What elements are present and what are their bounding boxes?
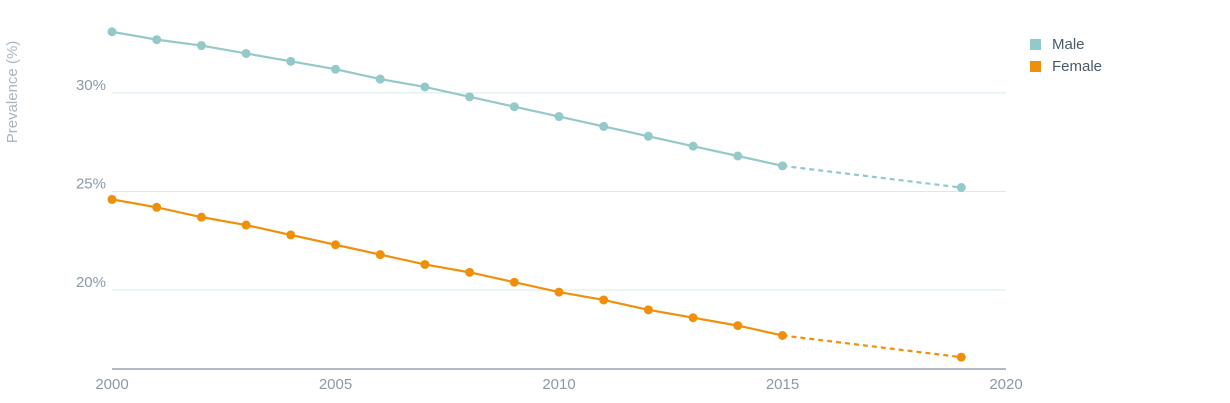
point-female[interactable]: [643, 305, 653, 315]
x-tick-label: 2015: [766, 376, 799, 393]
point-female[interactable]: [107, 194, 117, 204]
legend-label-female: Female: [1052, 57, 1103, 75]
legend-item-female[interactable]: Female: [1030, 55, 1102, 77]
point-male[interactable]: [643, 131, 653, 141]
legend-swatch-female: [1030, 60, 1041, 72]
point-female[interactable]: [286, 230, 296, 240]
legend-label-male: Male: [1052, 35, 1085, 53]
point-male[interactable]: [509, 102, 519, 112]
series-male: [107, 27, 966, 193]
point-female[interactable]: [331, 240, 340, 250]
legend-swatch-male: [1030, 38, 1041, 50]
projection-line-female: [782, 334, 962, 359]
point-female[interactable]: [599, 295, 609, 305]
x-tick-label: 2020: [989, 376, 1022, 393]
x-tick-label: 2010: [542, 376, 575, 393]
point-female[interactable]: [688, 313, 698, 323]
projection-line-male: [782, 164, 962, 189]
legend: Male Female: [1030, 33, 1102, 77]
legend-item-male[interactable]: Male: [1030, 33, 1102, 55]
point-female[interactable]: [420, 259, 430, 269]
x-tick-label: 2005: [319, 376, 352, 393]
y-tick-label: 25%: [76, 176, 106, 193]
point-male[interactable]: [331, 64, 340, 74]
line-female: [111, 198, 783, 337]
point-female[interactable]: [778, 330, 787, 340]
point-female[interactable]: [196, 212, 206, 222]
point-male[interactable]: [778, 161, 787, 171]
point-female[interactable]: [375, 250, 385, 260]
tick-labels: 20% 25% 30% 2000 2005 2010 2015 2020: [76, 77, 1023, 393]
point-male[interactable]: [554, 112, 564, 122]
series-female: [107, 194, 966, 362]
point-male[interactable]: [286, 56, 296, 66]
y-tick-label: 20%: [76, 274, 106, 291]
point-female[interactable]: [465, 267, 475, 277]
series-layer: [107, 27, 966, 362]
line-male: [111, 30, 783, 167]
point-female[interactable]: [956, 352, 966, 362]
point-male[interactable]: [107, 27, 117, 37]
x-tick-label: 2000: [95, 376, 128, 393]
point-male[interactable]: [152, 35, 162, 45]
y-tick-label: 30%: [76, 77, 106, 94]
gridlines: [112, 92, 1006, 291]
point-female[interactable]: [241, 220, 251, 230]
point-female[interactable]: [509, 277, 519, 287]
point-male[interactable]: [420, 82, 430, 92]
point-female[interactable]: [554, 287, 564, 297]
point-male[interactable]: [956, 183, 966, 193]
point-female[interactable]: [152, 202, 162, 212]
point-male[interactable]: [465, 92, 475, 102]
point-male[interactable]: [688, 141, 698, 151]
y-axis-title: Prevalence (%): [4, 41, 21, 144]
point-male[interactable]: [196, 41, 206, 51]
point-male[interactable]: [375, 74, 385, 84]
point-male[interactable]: [241, 48, 251, 58]
point-female[interactable]: [733, 321, 743, 331]
point-male[interactable]: [733, 151, 743, 161]
point-male[interactable]: [599, 121, 609, 131]
